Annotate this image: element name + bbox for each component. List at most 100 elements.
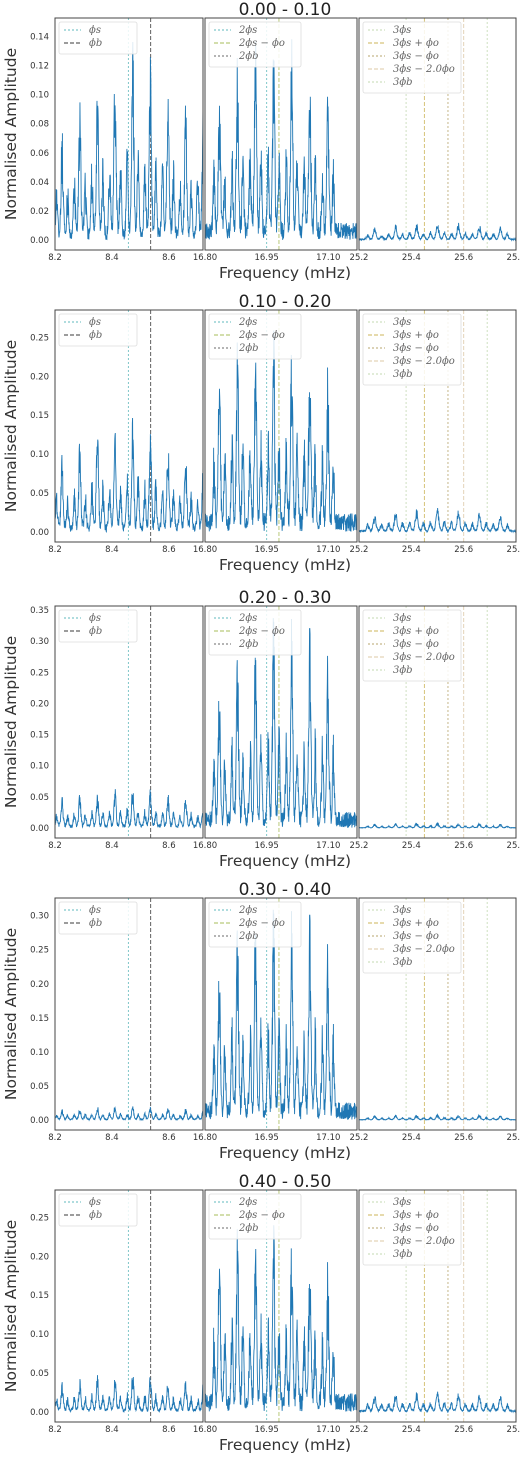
y-tick-label: 0.00 [30,528,49,538]
axes-frame [204,605,358,839]
legend-label: 3ϕs − ϕo [393,343,439,354]
x-tick-label: 25.6 [454,1133,473,1143]
legend-label: 3ϕb [393,1249,413,1260]
y-tick-label: 0.15 [30,731,49,741]
axes-frame [204,1189,358,1423]
legend-label: 3ϕs [393,905,411,916]
x-tick-label: 25.6 [454,253,473,263]
x-tick-label: 16.80 [193,1133,217,1143]
x-tick-label: 8.6 [162,545,176,555]
y-tick-label: 0.30 [30,912,49,922]
x-tick-label: 16.80 [193,253,217,263]
axes-frame [358,1189,517,1423]
x-tick-label: 25.4 [402,1425,421,1435]
legend-label: 3ϕs − ϕo [393,931,439,942]
legend-label: 3ϕs − 2.0ϕo [393,652,455,663]
y-tick-label: 0.25 [30,1213,49,1223]
panel-middle: 16.80 16.95 17.10 2ϕs 2ϕs − ϕo 2ϕb [193,897,358,1143]
x-tick-label: 8.6 [162,253,176,263]
legend-label: 3ϕs − 2.0ϕo [393,1236,455,1247]
axes-frame [54,309,204,543]
panel-right: 25.2 25.4 25.6 25.8 3ϕs 3ϕs + ϕo 3ϕs − ϕo 3ϕs −… [350,897,520,1143]
spectrum-line [55,1106,203,1122]
x-tick-label: 8.6 [162,1425,176,1435]
x-tick-label: 17.10 [316,841,340,851]
axes-frame [358,17,517,251]
y-tick-label: 0.15 [30,411,49,421]
x-tick-label: 16.80 [193,841,217,851]
x-tick-label: 25.8 [507,1133,520,1143]
legend-label: ϕs [89,905,101,916]
y-tick-label: 0.30 [30,637,49,647]
y-tick-label: 0.05 [30,489,49,499]
legend-label: 2ϕs − ϕo [238,626,285,637]
legend-label: 2ϕb [238,931,259,942]
x-tick-label: 8.6 [162,841,176,851]
legend-label: 2ϕs [238,25,257,36]
legend-label: ϕs [89,317,101,328]
subplot-row-0: 0.00 - 0.10 Normalised Amplitude Frequency… [2,0,520,282]
y-tick-label: 0.00 [30,824,49,834]
x-axis-label: Frequency (mHz) [219,1144,351,1162]
y-tick-label: 0.10 [30,91,49,101]
row-title: 0.20 - 0.30 [239,588,332,608]
axes-frame [358,897,517,1131]
legend-label: 3ϕs − 2.0ϕo [393,64,455,75]
spectrum-line [55,789,203,829]
legend-label: 2ϕs − ϕo [238,38,285,49]
x-tick-label: 17.10 [316,1133,340,1143]
x-tick-label: 8.2 [48,545,62,555]
legend-label: ϕb [89,626,102,637]
y-axis-label: Normalised Amplitude [2,636,20,808]
legend [208,313,302,360]
spectrum-line [359,821,516,829]
legend [362,609,462,682]
subplot-row-2: 0.20 - 0.30 Normalised Amplitude Frequency… [2,588,520,870]
legend-label: 3ϕs [393,1197,411,1208]
y-tick-label: 0.15 [30,1291,49,1301]
x-tick-label: 8.2 [48,841,62,851]
spectrum-line [359,1391,516,1414]
panel-right: 25.2 25.4 25.6 25.8 3ϕs 3ϕs + ϕo 3ϕs − ϕo 3ϕs −… [350,1189,520,1435]
legend-label: 3ϕs + ϕo [393,1210,439,1221]
x-tick-label: 25.4 [402,841,421,851]
spectrum-line [205,330,357,532]
legend-label: 2ϕb [238,639,259,650]
legend [362,901,462,974]
y-tick-label: 0.02 [30,207,49,217]
spectrum-line [205,909,357,1120]
x-axis-label: Frequency (mHz) [219,556,351,574]
axes-frame [54,17,204,251]
x-tick-label: 16.95 [254,253,278,263]
x-tick-label: 17.10 [316,253,340,263]
x-tick-label: 25.8 [507,545,520,555]
panel-right: 25.2 25.4 25.6 25.8 3ϕs 3ϕs + ϕo 3ϕs − ϕo 3ϕs −… [350,17,520,263]
row-title: 0.40 - 0.50 [239,1172,332,1192]
spectrum-line [359,1113,516,1121]
x-tick-label: 16.95 [254,841,278,851]
x-tick-label: 25.4 [402,253,421,263]
legend [58,609,138,643]
legend [58,313,138,347]
legend [208,609,302,656]
panel-left: 8.2 8.4 8.6 0.00 0.05 0.10 0.15 0.20 0.25 0.30 0.3… [30,605,204,851]
panel-right: 25.2 25.4 25.6 25.8 3ϕs 3ϕs + ϕo 3ϕs − ϕo 3ϕs −… [350,605,520,851]
legend [208,901,302,948]
y-tick-label: 0.25 [30,946,49,956]
panel-left: 8.2 8.4 8.6 0.00 0.05 0.10 0.15 0.20 0.25 ϕs ϕb [30,309,204,555]
legend [362,1193,462,1266]
legend-label: 3ϕb [393,957,413,968]
legend-label: ϕb [89,330,102,341]
legend-label: ϕb [89,918,102,929]
panel-left: 8.2 8.4 8.6 0.00 0.05 0.10 0.15 0.20 0.25 ϕs ϕb [30,1189,204,1435]
y-axis-label: Normalised Amplitude [2,1220,20,1392]
x-tick-label: 8.6 [162,1133,176,1143]
y-tick-label: 0.10 [30,1048,49,1058]
legend-label: 3ϕs [393,613,411,624]
legend-label: 3ϕs − ϕo [393,1223,439,1234]
x-tick-label: 25.6 [454,545,473,555]
y-tick-label: 0.14 [30,33,49,43]
panel-right: 25.2 25.4 25.6 25.8 3ϕs 3ϕs + ϕo 3ϕs − ϕo 3ϕs −… [350,309,520,555]
x-tick-label: 8.4 [105,841,119,851]
